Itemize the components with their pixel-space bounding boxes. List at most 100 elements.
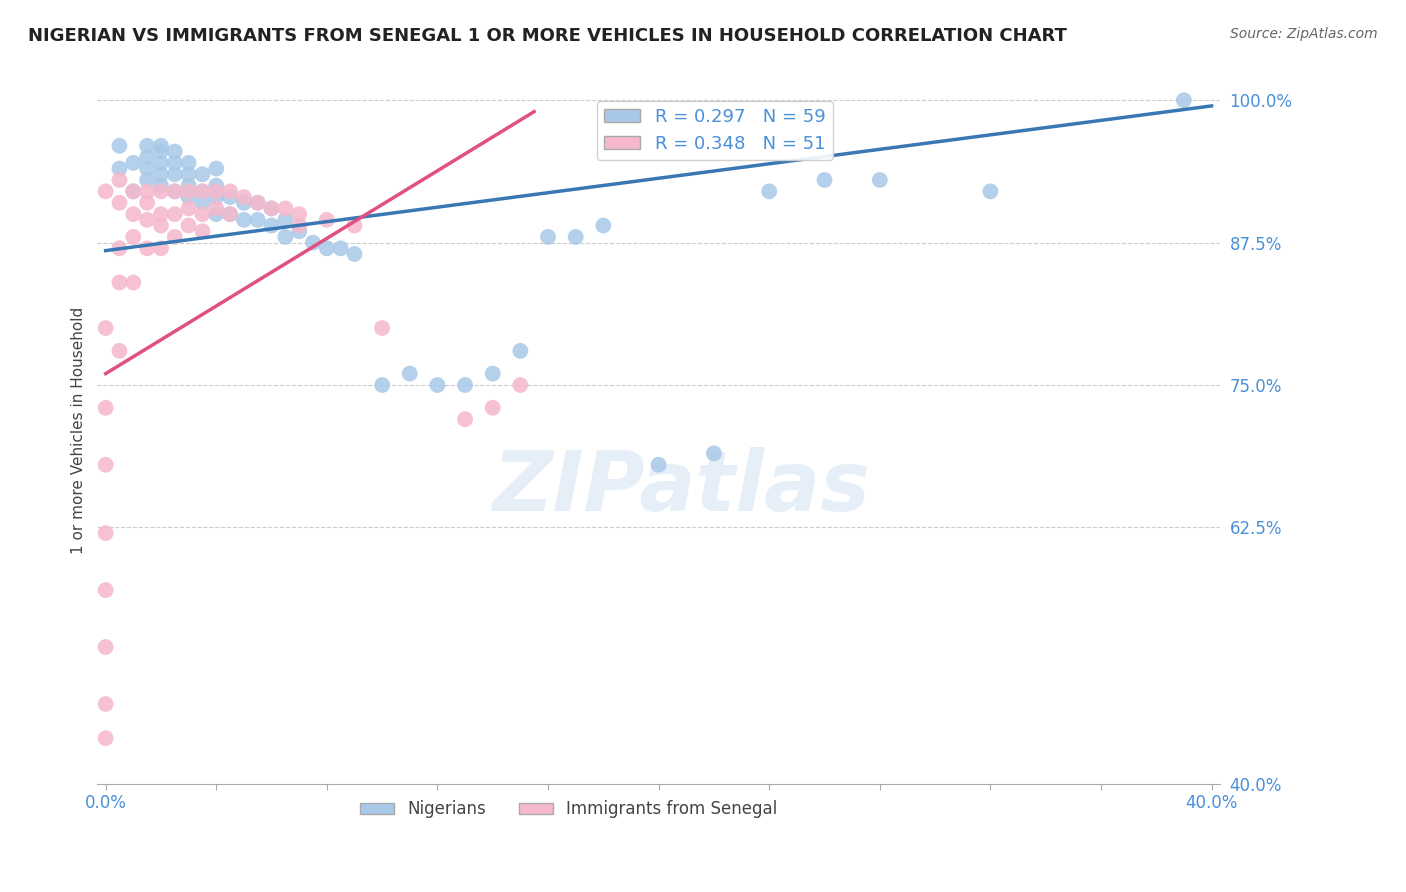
Point: [260, 202, 283, 216]
Point: [177, 178, 200, 193]
Point: [94, 731, 117, 746]
Point: [219, 207, 242, 221]
Point: [122, 276, 145, 290]
Point: [177, 202, 200, 216]
Point: [163, 145, 186, 159]
Point: [149, 219, 172, 233]
Point: [509, 343, 531, 358]
Point: [108, 195, 131, 210]
Point: [205, 207, 228, 221]
Point: [149, 178, 172, 193]
Point: [191, 207, 214, 221]
Point: [246, 195, 269, 210]
Point: [232, 195, 254, 210]
Point: [191, 185, 214, 199]
Point: [205, 161, 228, 176]
Point: [163, 207, 186, 221]
Point: [136, 138, 159, 153]
Point: [136, 161, 159, 176]
Point: [288, 224, 311, 238]
Point: [647, 458, 669, 472]
Point: [205, 185, 228, 199]
Point: [136, 195, 159, 210]
Point: [813, 173, 835, 187]
Point: [163, 156, 186, 170]
Point: [136, 173, 159, 187]
Point: [94, 526, 117, 541]
Point: [315, 241, 337, 255]
Point: [136, 150, 159, 164]
Point: [149, 167, 172, 181]
Point: [108, 138, 131, 153]
Point: [149, 138, 172, 153]
Point: [163, 167, 186, 181]
Point: [274, 202, 297, 216]
Point: [454, 412, 477, 426]
Point: [509, 378, 531, 392]
Point: [191, 185, 214, 199]
Point: [592, 219, 614, 233]
Point: [398, 367, 420, 381]
Point: [758, 185, 780, 199]
Point: [260, 202, 283, 216]
Point: [177, 219, 200, 233]
Point: [232, 212, 254, 227]
Point: [454, 378, 477, 392]
Point: [426, 378, 449, 392]
Point: [329, 241, 352, 255]
Point: [246, 212, 269, 227]
Point: [302, 235, 325, 250]
Point: [122, 185, 145, 199]
Point: [869, 173, 891, 187]
Point: [191, 167, 214, 181]
Point: [371, 378, 394, 392]
Point: [205, 190, 228, 204]
Point: [205, 202, 228, 216]
Point: [481, 401, 503, 415]
Point: [219, 207, 242, 221]
Point: [94, 185, 117, 199]
Text: ZIPatlas: ZIPatlas: [492, 447, 870, 527]
Point: [108, 173, 131, 187]
Point: [1173, 93, 1195, 107]
Point: [371, 321, 394, 335]
Point: [94, 583, 117, 598]
Point: [94, 401, 117, 415]
Point: [149, 207, 172, 221]
Point: [177, 156, 200, 170]
Point: [108, 241, 131, 255]
Point: [219, 190, 242, 204]
Point: [149, 241, 172, 255]
Point: [163, 230, 186, 244]
Point: [108, 161, 131, 176]
Point: [122, 230, 145, 244]
Point: [288, 219, 311, 233]
Point: [122, 156, 145, 170]
Point: [219, 185, 242, 199]
Point: [136, 212, 159, 227]
Point: [108, 276, 131, 290]
Point: [191, 195, 214, 210]
Text: NIGERIAN VS IMMIGRANTS FROM SENEGAL 1 OR MORE VEHICLES IN HOUSEHOLD CORRELATION : NIGERIAN VS IMMIGRANTS FROM SENEGAL 1 OR…: [28, 27, 1067, 45]
Point: [177, 167, 200, 181]
Point: [149, 156, 172, 170]
Point: [232, 190, 254, 204]
Point: [343, 247, 366, 261]
Point: [246, 195, 269, 210]
Point: [260, 219, 283, 233]
Point: [94, 697, 117, 711]
Point: [149, 145, 172, 159]
Point: [288, 207, 311, 221]
Point: [177, 185, 200, 199]
Point: [979, 185, 1001, 199]
Point: [481, 367, 503, 381]
Legend: Nigerians, Immigrants from Senegal: Nigerians, Immigrants from Senegal: [354, 794, 783, 825]
Point: [136, 241, 159, 255]
Point: [122, 185, 145, 199]
Point: [274, 230, 297, 244]
Point: [136, 185, 159, 199]
Point: [703, 446, 725, 460]
Point: [149, 185, 172, 199]
Point: [177, 190, 200, 204]
Point: [94, 321, 117, 335]
